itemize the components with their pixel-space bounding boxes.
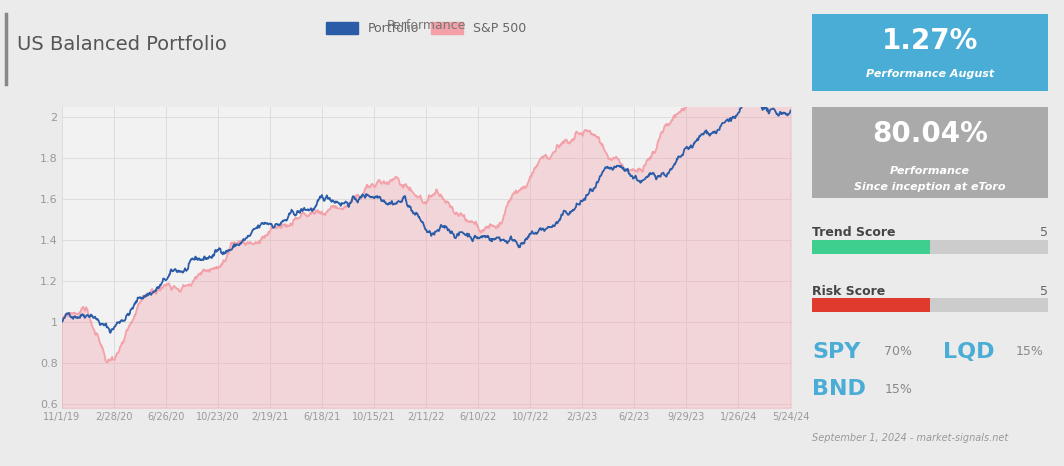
Text: Since inception at eToro: Since inception at eToro (854, 182, 1005, 192)
Text: SPY: SPY (812, 342, 861, 362)
Text: 70%: 70% (884, 345, 912, 358)
Text: BND: BND (812, 379, 866, 399)
Text: 5: 5 (1040, 285, 1048, 298)
FancyBboxPatch shape (812, 298, 930, 312)
Text: Risk Score: Risk Score (812, 285, 885, 298)
Text: 1.27%: 1.27% (882, 27, 978, 55)
FancyBboxPatch shape (812, 107, 1048, 198)
Text: Performance: Performance (386, 19, 466, 32)
Text: 15%: 15% (884, 383, 912, 396)
Text: September 1, 2024 - market-signals.net: September 1, 2024 - market-signals.net (812, 433, 1009, 443)
FancyBboxPatch shape (812, 240, 930, 254)
Text: Performance: Performance (890, 166, 970, 176)
Text: 80.04%: 80.04% (872, 120, 987, 149)
FancyBboxPatch shape (812, 14, 1048, 91)
Text: US Balanced Portfolio: US Balanced Portfolio (17, 35, 228, 54)
FancyBboxPatch shape (812, 240, 1048, 254)
Legend: Portfolio, S&P 500: Portfolio, S&P 500 (321, 17, 531, 41)
FancyBboxPatch shape (812, 298, 1048, 312)
Text: LQD: LQD (944, 342, 995, 362)
Text: 5: 5 (1040, 226, 1048, 240)
Text: 15%: 15% (1016, 345, 1044, 358)
Text: Performance August: Performance August (866, 69, 994, 79)
Text: Trend Score: Trend Score (812, 226, 896, 240)
